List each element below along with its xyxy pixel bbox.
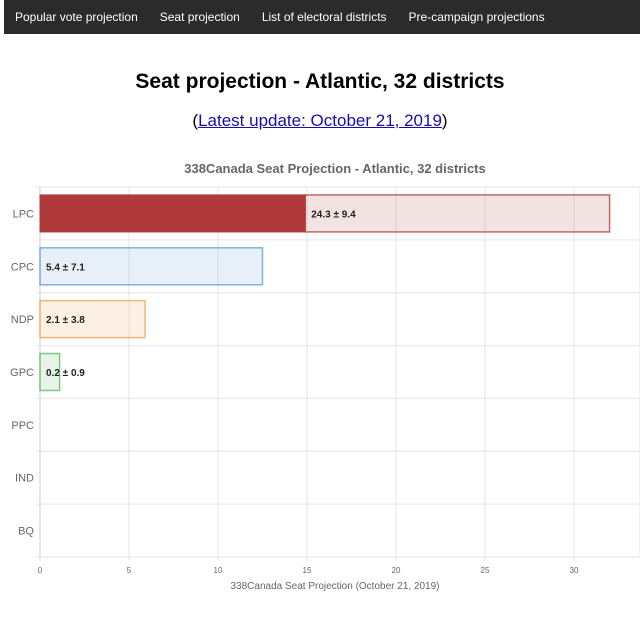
- y-tick-label: GPC: [10, 367, 34, 379]
- x-tick-label: 30: [570, 566, 579, 575]
- bar-value-label: 24.3 ± 9.4: [311, 209, 356, 220]
- y-tick-label: PPC: [11, 420, 34, 432]
- update-open-paren: (: [192, 111, 199, 130]
- x-tick-label: 20: [392, 566, 401, 575]
- bar-solid-lpc: [39, 194, 306, 233]
- x-tick-label: 15: [303, 566, 312, 575]
- seat-projection-chart: 338Canada Seat Projection - Atlantic, 32…: [10, 161, 640, 592]
- nav-seat-projection[interactable]: Seat projection: [159, 10, 240, 24]
- chart-grid: [36, 186, 640, 561]
- nav-list-of-electoral-districts[interactable]: List of electoral districts: [261, 10, 387, 24]
- x-tick-label: 25: [481, 566, 490, 575]
- x-tick-label: 10: [214, 566, 223, 575]
- x-tick-label: 5: [127, 566, 132, 575]
- y-tick-label: IND: [15, 473, 34, 485]
- page-title: Seat projection - Atlantic, 32 districts: [135, 70, 505, 93]
- chart-labels: 0 5 10 15 20 25 30 LPC 24.3 ± 9.4 CPC 5.4 ± 7.1 NDP…: [10, 208, 579, 575]
- chart-x-axis-label: 338Canada Seat Projection (October 21, 2…: [230, 581, 439, 592]
- bar-value-label: 0.2 ± 0.9: [46, 368, 85, 379]
- bar-range-cpc: [39, 247, 264, 286]
- latest-update-link[interactable]: Latest update: October 21, 2019: [198, 111, 442, 130]
- bar-value-label: 5.4 ± 7.1: [46, 262, 85, 273]
- y-tick-label: CPC: [11, 261, 34, 273]
- y-tick-label: LPC: [13, 208, 34, 220]
- chart-title: 338Canada Seat Projection - Atlantic, 32…: [184, 161, 486, 176]
- bar-range-gpc: [39, 352, 61, 392]
- top-navbar: Popular vote projection Seat projection …: [4, 0, 640, 34]
- nav-pre-campaign-projections[interactable]: Pre-campaign projections: [408, 10, 545, 24]
- y-tick-label: BQ: [18, 526, 34, 538]
- nav-popular-vote-projection[interactable]: Popular vote projection: [15, 10, 138, 24]
- update-close-paren: ): [441, 111, 448, 130]
- y-tick-label: NDP: [11, 314, 34, 326]
- bar-value-label: 2.1 ± 3.8: [46, 315, 85, 326]
- x-tick-label: 0: [38, 566, 43, 575]
- latest-update-line: (Latest update: October 21, 2019): [0, 111, 640, 131]
- bar-range-lpc: [304, 194, 611, 233]
- chart-bars: [39, 194, 611, 392]
- bar-range-ndp: [39, 299, 146, 339]
